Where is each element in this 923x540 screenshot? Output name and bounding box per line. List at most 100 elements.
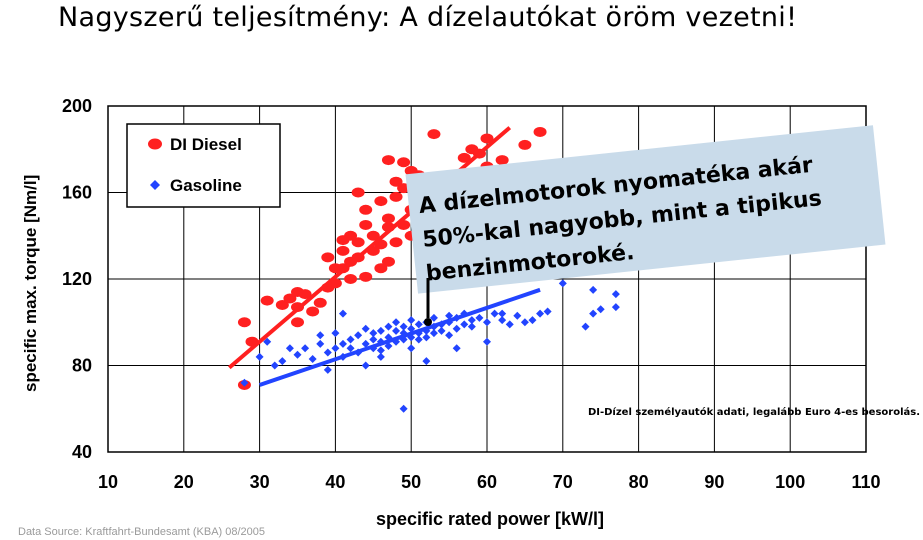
diesel-point xyxy=(313,297,327,308)
diesel-point xyxy=(495,155,509,166)
gasoline-point xyxy=(392,326,401,335)
diesel-point xyxy=(374,196,388,207)
gasoline-point xyxy=(422,333,431,342)
x-tick-label: 50 xyxy=(401,472,421,492)
gasoline-point xyxy=(452,324,461,333)
gasoline-point xyxy=(498,309,507,318)
gasoline-point xyxy=(513,311,522,320)
gasoline-point xyxy=(369,329,378,338)
gasoline-point xyxy=(589,309,598,318)
gasoline-point xyxy=(611,303,620,312)
diesel-point xyxy=(260,295,274,306)
diesel-point xyxy=(518,139,532,150)
chart-title: Nagyszerű teljesítmény: A dízelautókat ö… xyxy=(58,2,798,33)
gasoline-point xyxy=(331,344,340,353)
gasoline-point xyxy=(323,348,332,357)
diesel-point xyxy=(397,157,411,168)
gasoline-point xyxy=(445,311,454,320)
gasoline-point xyxy=(376,346,385,355)
gasoline-fit-line xyxy=(258,287,541,387)
x-tick-label: 60 xyxy=(477,472,497,492)
footnote: DI-Dízel személyautók adati, legalább Eu… xyxy=(588,406,920,418)
gasoline-point xyxy=(301,344,310,353)
x-tick-label: 70 xyxy=(553,472,573,492)
gasoline-point xyxy=(460,320,469,329)
x-tick-label: 110 xyxy=(851,472,880,492)
gasoline-point xyxy=(543,307,552,316)
gasoline-point xyxy=(467,322,476,331)
x-tick-label: 20 xyxy=(174,472,194,492)
gasoline-point xyxy=(452,344,461,353)
diesel-point xyxy=(351,187,365,198)
gasoline-point xyxy=(483,318,491,327)
y-axis-label: specific max. torque [Nm/l] xyxy=(21,175,40,392)
diesel-point xyxy=(351,237,365,248)
gasoline-point xyxy=(422,357,431,366)
x-axis-label: specific rated power [kW/l] xyxy=(376,509,604,529)
y-tick-label: 160 xyxy=(62,183,92,203)
y-tick-labels: 40 80 120 160 200 xyxy=(62,96,92,462)
diesel-point xyxy=(291,317,304,328)
gasoline-point xyxy=(293,350,302,359)
gasoline-point xyxy=(399,322,408,331)
gasoline-point xyxy=(611,290,620,299)
diesel-point xyxy=(374,263,388,274)
diesel-point xyxy=(321,252,335,263)
diesel-point xyxy=(381,256,395,267)
gasoline-point xyxy=(407,316,416,325)
gasoline-point xyxy=(392,318,401,327)
gasoline-point xyxy=(536,309,545,318)
gasoline-point xyxy=(475,313,484,322)
x-tick-label: 90 xyxy=(704,472,724,492)
y-tick-label: 120 xyxy=(62,269,92,289)
diesel-point xyxy=(359,204,373,215)
y-tick-label: 200 xyxy=(62,96,92,116)
callout-box xyxy=(405,125,886,294)
diesel-point xyxy=(366,230,380,241)
gasoline-point xyxy=(354,331,363,340)
gasoline-point xyxy=(414,335,423,344)
diesel-point xyxy=(283,293,297,304)
gasoline-point xyxy=(490,309,499,318)
diesel-point xyxy=(359,219,373,230)
legend-label-gasoline: Gasoline xyxy=(170,176,242,195)
gasoline-point xyxy=(414,320,423,329)
gasoline-point xyxy=(270,361,279,370)
gasoline-point xyxy=(346,344,355,353)
callout: A dízelmotorok nyomatéka akár 50%-kal na… xyxy=(405,125,886,294)
gasoline-point xyxy=(596,305,605,314)
gasoline-point xyxy=(437,326,446,335)
diesel-point xyxy=(381,213,395,224)
gasoline-point xyxy=(520,318,529,327)
diesel-point xyxy=(306,306,320,317)
gasoline-point xyxy=(361,324,370,333)
gasoline-point xyxy=(407,344,416,353)
gasoline-point xyxy=(429,329,438,338)
legend-box xyxy=(126,123,281,208)
x-tick-labels: 10 20 30 40 50 60 70 80 90 100 110 xyxy=(98,472,881,492)
data-source: Data Source: Kraftfahrt-Bundesamt (KBA) … xyxy=(18,526,266,538)
gasoline-point xyxy=(498,316,507,325)
gasoline-point xyxy=(240,378,249,387)
gasoline-point xyxy=(528,316,537,325)
diesel-point xyxy=(381,155,395,166)
legend-marker-gasoline xyxy=(150,180,160,190)
callout-arrow xyxy=(424,278,432,326)
gasoline-point xyxy=(483,337,491,346)
gasoline-point xyxy=(581,322,590,331)
gasoline-point xyxy=(323,365,332,374)
gasoline-point xyxy=(316,331,325,340)
gasoline-point xyxy=(285,344,294,353)
legend-label-diesel: DI Diesel xyxy=(170,135,242,154)
diesel-point xyxy=(480,133,494,144)
diesel-point xyxy=(427,129,441,140)
gasoline-point xyxy=(308,355,317,364)
diesel-point xyxy=(457,152,471,163)
x-tick-label: 30 xyxy=(250,472,270,492)
legend: DI Diesel Gasoline xyxy=(126,123,281,208)
gasoline-point xyxy=(558,279,567,288)
diesel-point xyxy=(344,230,358,241)
gasoline-point xyxy=(467,316,476,325)
gasoline-point xyxy=(361,361,370,370)
